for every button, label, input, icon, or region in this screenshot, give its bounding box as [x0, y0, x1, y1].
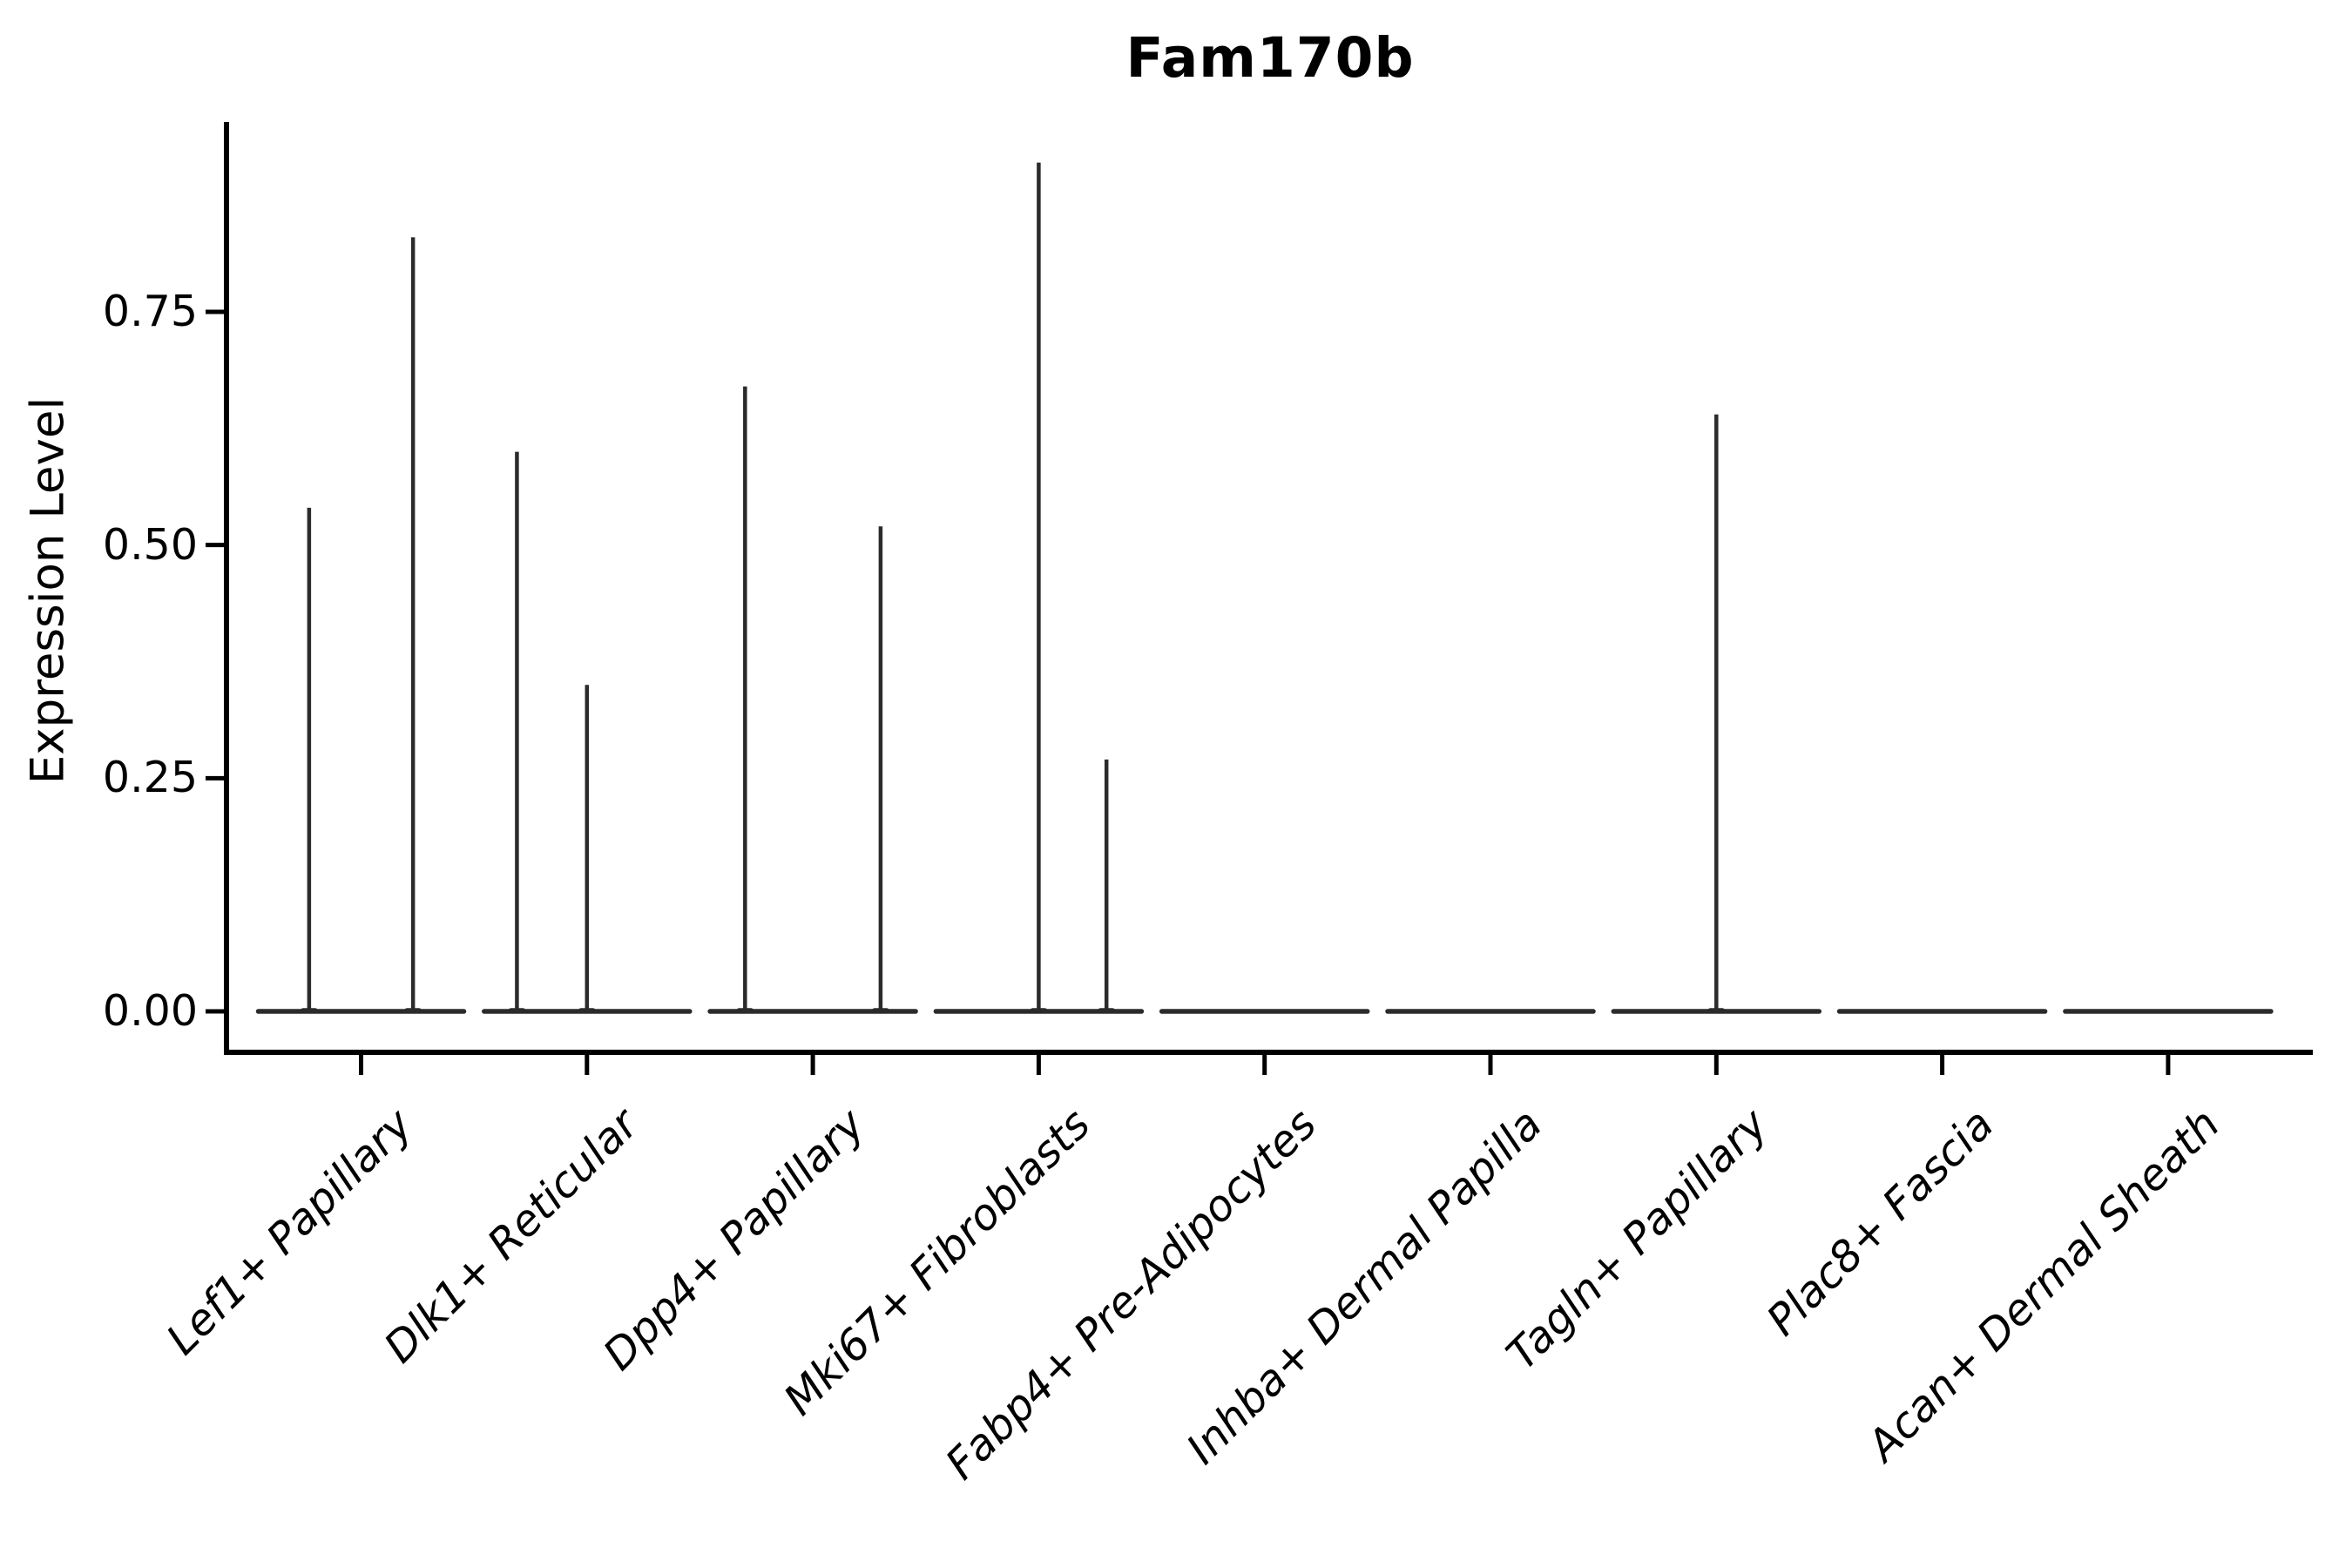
y-tick-label: 0.00	[102, 986, 198, 1036]
chart-title: Fam170b	[1125, 26, 1415, 90]
y-tick-label: 0.25	[102, 753, 198, 803]
y-axis-label: Expression Level	[21, 396, 75, 785]
y-tick-label: 0.75	[102, 286, 198, 336]
y-tick-label: 0.50	[102, 519, 198, 570]
